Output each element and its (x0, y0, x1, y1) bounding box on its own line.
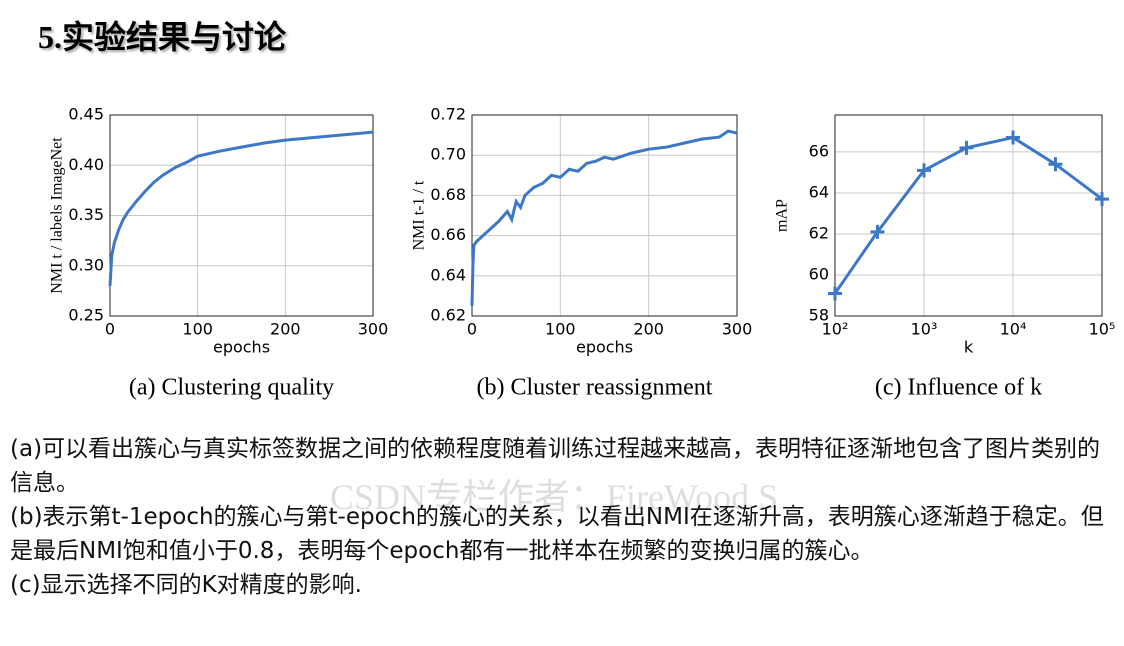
paragraph: (c)显示选择不同的K对精度的影响. (10, 572, 362, 598)
series-line (470, 129, 738, 306)
y-tick-label: 66 (809, 141, 829, 160)
paragraph: (b)表示第t-1epoch的簇心与第t-epoch的簇心的关系，以看出NMI在… (10, 504, 1104, 564)
paragraph: (a)可以看出簇心与真实标签数据之间的依赖程度随着训练过程越来越高，表明特征逐渐… (10, 436, 1101, 496)
x-tick-label: 200 (633, 320, 664, 339)
chart-caption: (c) Influence of k (875, 375, 1042, 401)
y-tick-label: 0.40 (68, 155, 104, 174)
y-tick-label: 0.30 (68, 255, 104, 274)
x-tick-label: 10² (822, 320, 849, 339)
x-tick-label: 300 (722, 320, 753, 339)
y-tick-label: 60 (809, 264, 829, 283)
slide-title: 5.实验结果与讨论 (38, 19, 287, 55)
y-tick-label: 0.68 (430, 185, 466, 204)
y-tick-label: 62 (809, 223, 829, 242)
watermark: CSDN专栏作者：FireWood S (330, 477, 779, 517)
series-line (108, 130, 374, 286)
y-tick-label: 58 (809, 306, 829, 325)
y-tick-label: 0.66 (430, 225, 466, 244)
series-line (833, 135, 1103, 295)
y-axis-label: NMI t-1 / t (411, 180, 428, 250)
y-tick-label: 64 (809, 182, 829, 201)
data-marker (1006, 130, 1020, 145)
y-tick-label: 0.70 (430, 145, 466, 164)
x-tick-label: 100 (545, 320, 576, 339)
data-marker (1048, 157, 1063, 172)
x-tick-label: 200 (270, 320, 301, 339)
plot-frame (109, 114, 374, 317)
chart-caption: (b) Cluster reassignment (477, 375, 713, 401)
x-axis-label: k (964, 338, 974, 357)
y-tick-label: 0.35 (68, 205, 104, 224)
data-marker (917, 163, 931, 178)
x-tick-label: 100 (182, 320, 213, 339)
y-tick-label: 0.72 (430, 105, 466, 124)
data-marker (1095, 192, 1109, 207)
x-tick-label: 10⁵ (1089, 320, 1116, 339)
x-tick-label: 0 (105, 320, 115, 339)
data-marker (870, 224, 885, 239)
y-tick-label: 0.64 (430, 265, 466, 284)
plot-frame (471, 114, 738, 317)
x-axis-label: epochs (576, 338, 633, 357)
y-tick-label: 0.45 (68, 105, 104, 124)
y-axis-label: mAP (774, 199, 791, 232)
y-tick-label: 0.25 (68, 306, 104, 325)
x-tick-label: 10⁴ (1000, 320, 1027, 339)
plot-frame (834, 114, 1103, 317)
x-tick-label: 10³ (911, 320, 938, 339)
data-marker (828, 286, 842, 301)
body-text: (a)可以看出簇心与真实标签数据之间的依赖程度随着训练过程越来越高，表明特征逐渐… (10, 432, 1120, 602)
data-marker (959, 140, 974, 155)
x-axis-label: epochs (213, 338, 270, 357)
chart-caption: (a) Clustering quality (129, 375, 334, 401)
charts: 0.25 0.30 0.35 0.40 0.45 0 100 200 300 epochs NMI … (49, 105, 1116, 401)
y-axis-label: NMI t / labels ImageNet (49, 137, 66, 294)
x-tick-label: 300 (358, 320, 389, 339)
x-tick-label: 0 (467, 320, 477, 339)
y-tick-label: 0.62 (430, 306, 466, 325)
